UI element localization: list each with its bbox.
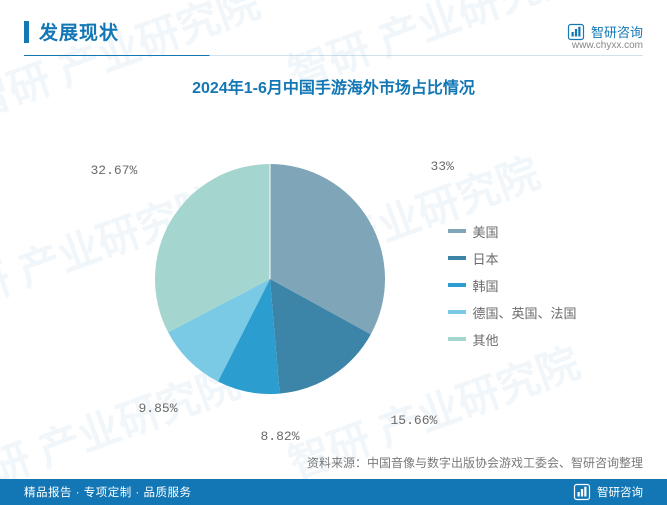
footer-right: 智研咨询 xyxy=(573,483,643,501)
footer-left: 精品报告 · 专项定制 · 品质服务 xyxy=(24,484,191,500)
footer: 精品报告 · 专项定制 · 品质服务 智研咨询 xyxy=(0,479,667,505)
header-divider xyxy=(24,55,643,56)
pie-data-label: 32.67% xyxy=(90,163,137,178)
header: 发展现状 智研咨询 xyxy=(0,0,667,53)
legend-swatch xyxy=(448,283,466,287)
legend-label: 其他 xyxy=(472,330,498,349)
legend-label: 韩国 xyxy=(472,276,498,295)
brand-url: www.chyxx.com xyxy=(572,40,643,51)
pie-wrap: 33%15.66%8.82%9.85%32.67% xyxy=(130,139,410,419)
legend-item: 其他 xyxy=(448,330,576,349)
legend-label: 日本 xyxy=(472,249,498,268)
source-line: 资料来源：中国音像与数字出版协会游戏工委会、智研咨询整理 xyxy=(307,454,643,471)
legend-swatch xyxy=(448,337,466,341)
pie-data-label: 9.85% xyxy=(138,401,177,416)
legend-item: 日本 xyxy=(448,249,576,268)
brand: 智研咨询 xyxy=(567,22,643,41)
legend-swatch xyxy=(448,256,466,260)
page-title: 发展现状 xyxy=(39,18,119,45)
brand-text: 智研咨询 xyxy=(591,22,643,41)
chart-region: 33%15.66%8.82%9.85%32.67% 美国日本韩国德国、英国、法国… xyxy=(0,104,667,444)
brand-icon xyxy=(567,23,585,41)
legend-label: 德国、英国、法国 xyxy=(472,303,576,322)
pie-data-label: 15.66% xyxy=(390,413,437,428)
brand-icon xyxy=(573,483,591,501)
legend-item: 美国 xyxy=(448,222,576,241)
pie-data-label: 8.82% xyxy=(260,429,299,444)
pie-data-label: 33% xyxy=(430,159,453,174)
legend: 美国日本韩国德国、英国、法国其他 xyxy=(448,222,576,357)
chart-title: 2024年1-6月中国手游海外市场占比情况 xyxy=(0,74,667,98)
header-accent-bar xyxy=(24,21,29,43)
legend-item: 韩国 xyxy=(448,276,576,295)
legend-swatch xyxy=(448,229,466,233)
legend-item: 德国、英国、法国 xyxy=(448,303,576,322)
legend-swatch xyxy=(448,310,466,314)
pie-chart xyxy=(130,139,410,419)
legend-label: 美国 xyxy=(472,222,498,241)
